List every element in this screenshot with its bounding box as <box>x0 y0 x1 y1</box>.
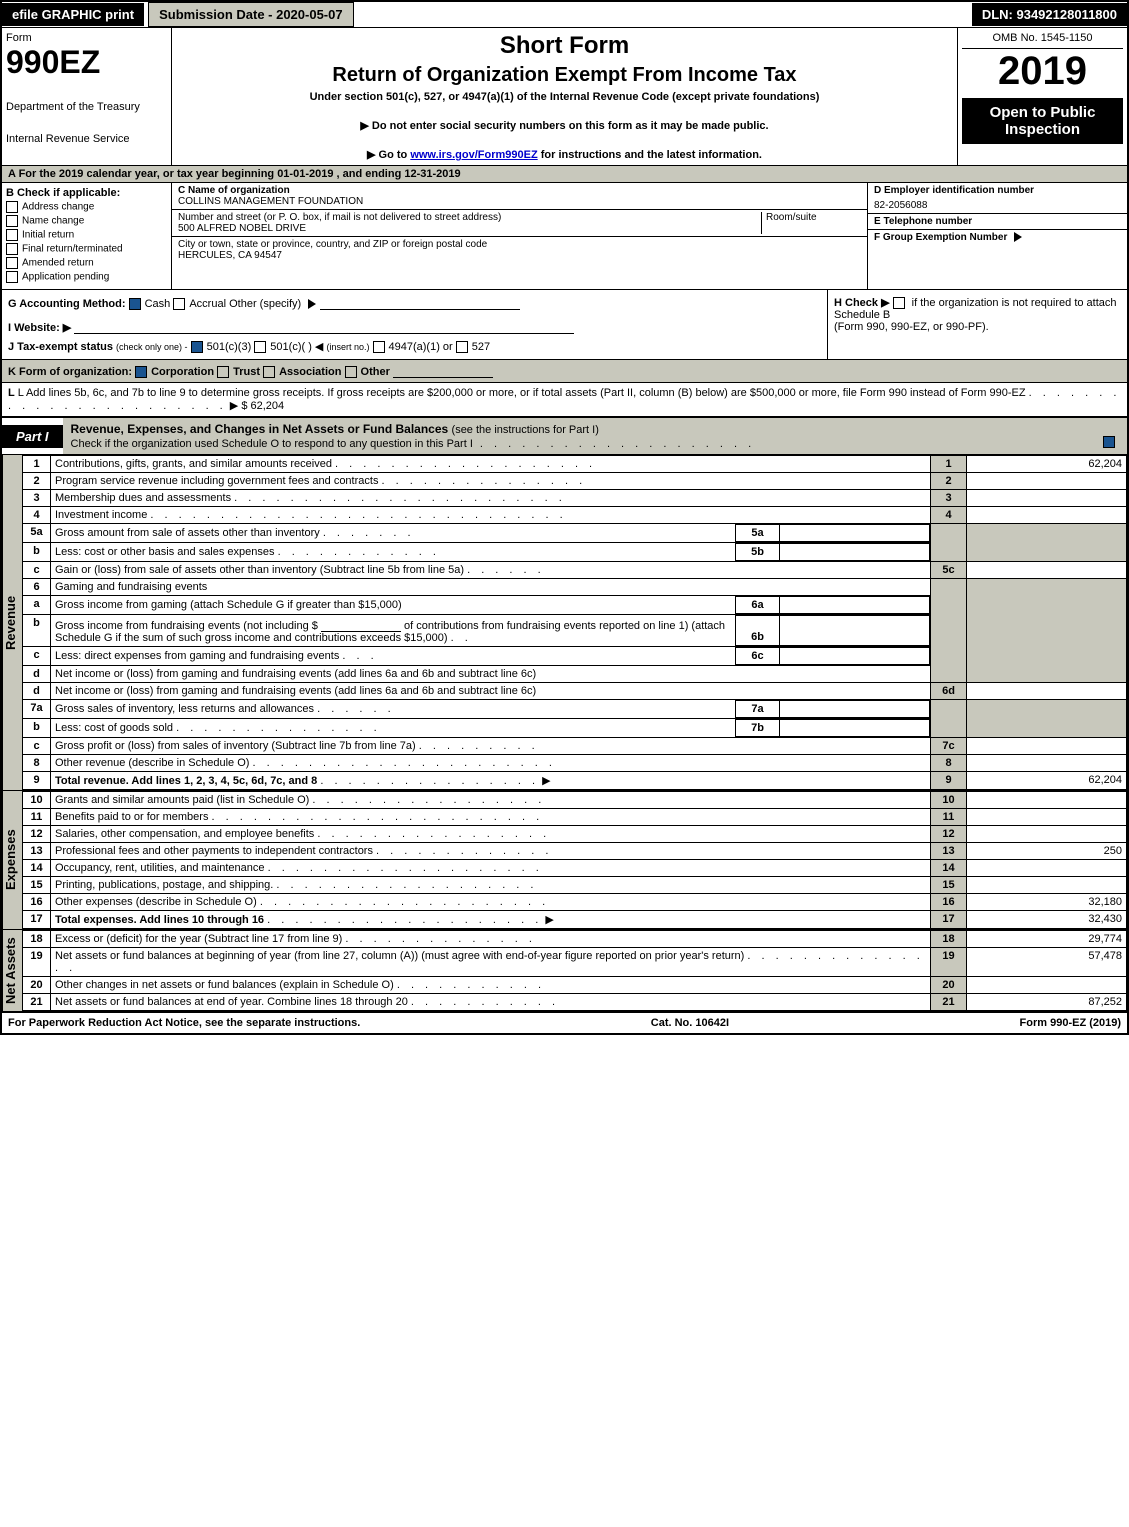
footer-left: For Paperwork Reduction Act Notice, see … <box>8 1017 360 1029</box>
chk-amended[interactable] <box>6 257 18 269</box>
footer-cat: Cat. No. 10642I <box>651 1017 729 1029</box>
short-form-title: Short Form <box>176 32 953 60</box>
chk-trust[interactable] <box>217 366 229 378</box>
efile-label[interactable]: efile GRAPHIC print <box>2 3 144 26</box>
chk-sched-b[interactable] <box>893 297 905 309</box>
chk-sched-o[interactable] <box>1103 436 1115 448</box>
dln-label: DLN: 93492128011800 <box>972 3 1127 26</box>
submission-date: Submission Date - 2020-05-07 <box>148 2 354 27</box>
chk-corp[interactable] <box>135 366 147 378</box>
row-k: K Form of organization: Corporation Trus… <box>2 360 1127 383</box>
ssn-note: ▶ Do not enter social security numbers o… <box>176 119 953 132</box>
row-h: H Check ▶ if the organization is not req… <box>827 290 1127 359</box>
part-i-header: Part I Revenue, Expenses, and Changes in… <box>2 417 1127 455</box>
row-l: L L Add lines 5b, 6c, and 7b to line 9 t… <box>2 383 1127 417</box>
expenses-table: 10Grants and similar amounts paid (list … <box>22 791 1127 929</box>
section-b-c-d: B Check if applicable: Address change Na… <box>2 183 1127 290</box>
irs-link[interactable]: www.irs.gov/Form990EZ <box>410 149 537 161</box>
chk-name-change[interactable] <box>6 215 18 227</box>
f-group-label: F Group Exemption Number <box>868 230 1127 245</box>
ein-value: 82-2056088 <box>868 198 1127 214</box>
form-subtitle: Under section 501(c), 527, or 4947(a)(1)… <box>176 91 953 103</box>
c-name-label: C Name of organization <box>178 185 290 196</box>
org-name: COLLINS MANAGEMENT FOUNDATION <box>178 196 363 207</box>
addr-label: Number and street (or P. O. box, if mail… <box>178 212 501 223</box>
chk-501c3[interactable] <box>191 341 203 353</box>
revenue-sidebar: Revenue <box>2 455 22 790</box>
b-header: B Check if applicable: <box>6 187 167 199</box>
net-assets-sidebar: Net Assets <box>2 930 22 1011</box>
expenses-sidebar: Expenses <box>2 791 22 929</box>
footer-right: Form 990-EZ (2019) <box>1020 1017 1121 1029</box>
chk-501c[interactable] <box>254 341 266 353</box>
page-footer: For Paperwork Reduction Act Notice, see … <box>2 1013 1127 1033</box>
net-assets-table: 18Excess or (deficit) for the year (Subt… <box>22 930 1127 1011</box>
form-label: Form <box>6 32 167 44</box>
dept-irs: Internal Revenue Service <box>6 133 167 145</box>
form-title: Return of Organization Exempt From Incom… <box>176 64 953 87</box>
row-a-tax-year: A For the 2019 calendar year, or tax yea… <box>2 166 1127 183</box>
part-i-tag: Part I <box>2 425 63 448</box>
row-g: G Accounting Method: Cash Accrual Other … <box>8 296 821 310</box>
chk-other[interactable] <box>345 366 357 378</box>
goto-note: ▶ Go to www.irs.gov/Form990EZ for instru… <box>176 148 953 161</box>
d-ein-label: D Employer identification number <box>868 183 1127 198</box>
dept-treasury: Department of the Treasury <box>6 101 167 113</box>
row-i: I Website: ▶ <box>8 320 821 334</box>
chk-final-return[interactable] <box>6 243 18 255</box>
row-j: J Tax-exempt status (check only one) - 5… <box>8 340 821 353</box>
open-inspection: Open to Public Inspection <box>962 98 1123 144</box>
chk-accrual[interactable] <box>173 298 185 310</box>
arrow-icon <box>1014 232 1022 242</box>
form-header: Form 990EZ Department of the Treasury In… <box>2 28 1127 166</box>
tax-year: 2019 <box>962 49 1123 94</box>
chk-4947[interactable] <box>373 341 385 353</box>
city-state-zip: HERCULES, CA 94547 <box>178 250 282 261</box>
top-bar: efile GRAPHIC print Submission Date - 20… <box>2 2 1127 28</box>
chk-pending[interactable] <box>6 271 18 283</box>
e-tel-label: E Telephone number <box>868 214 1127 230</box>
chk-cash[interactable] <box>129 298 141 310</box>
street-address: 500 ALFRED NOBEL DRIVE <box>178 223 306 234</box>
city-label: City or town, state or province, country… <box>178 239 487 250</box>
omb-number: OMB No. 1545-1150 <box>962 32 1123 49</box>
chk-initial-return[interactable] <box>6 229 18 241</box>
chk-527[interactable] <box>456 341 468 353</box>
room-label: Room/suite <box>766 212 817 223</box>
form-number: 990EZ <box>6 44 167 81</box>
revenue-table: 1Contributions, gifts, grants, and simil… <box>22 455 1127 790</box>
chk-assoc[interactable] <box>263 366 275 378</box>
chk-address-change[interactable] <box>6 201 18 213</box>
